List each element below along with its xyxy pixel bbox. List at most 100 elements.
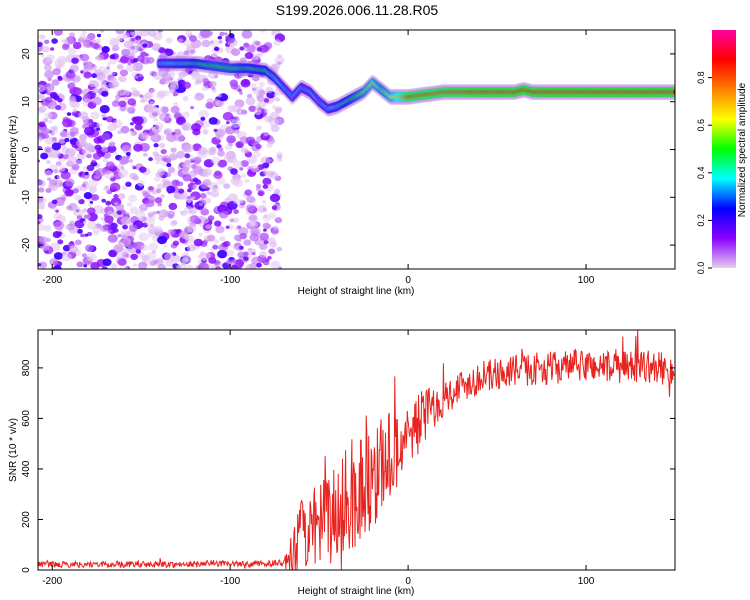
noise-blob [263,240,269,245]
noise-blob [127,52,136,59]
noise-blob [107,123,117,132]
noise-blob [194,92,205,101]
noise-blob [218,210,229,219]
noise-blob [183,39,191,47]
noise-blob [257,100,267,109]
noise-blob [173,128,182,135]
colorbar-tick-label: 0.6 [696,119,706,132]
noise-blob [182,81,192,89]
noise-blob [100,30,105,33]
noise-blob [219,236,226,242]
noise-blob [57,239,64,245]
noise-blob [80,233,85,238]
noise-blob [141,190,148,196]
noise-blob [38,263,42,267]
noise-blob [69,127,79,135]
noise-blob [65,70,76,79]
noise-blob [154,225,163,233]
noise-blob [263,131,270,137]
noise-blob [53,221,65,230]
noise-blob [259,243,268,251]
noise-blob [271,205,278,211]
colorbar-tick-label: 0.2 [696,214,706,227]
noise-blob [143,152,148,157]
noise-blob [226,121,230,125]
noise-blob [233,209,239,215]
noise-blob [219,31,225,37]
noise-blob [217,93,222,98]
noise-blob [255,183,262,189]
noise-blob [225,225,230,229]
noise-blob [239,91,243,95]
noise-blob [72,108,78,113]
noise-blob [257,126,262,130]
noise-blob [218,205,227,212]
noise-blob [118,75,127,83]
noise-blob [166,133,177,143]
noise-blob [262,177,272,186]
noise-blob [268,212,277,219]
noise-blob [138,232,150,242]
noise-blob [165,37,173,44]
noise-blob [214,128,226,138]
noise-blob [38,221,41,225]
noise-blob [273,93,278,97]
noise-blob [107,229,112,234]
noise-blob [83,71,92,79]
noise-blob [268,248,276,255]
noise-blob [184,153,191,159]
noise-blob [40,152,49,160]
noise-blob [243,239,252,246]
noise-blob [51,125,58,132]
noise-blob [125,181,132,187]
noise-blob [160,148,167,155]
noise-blob [90,111,100,120]
noise-blob [40,243,50,251]
noise-blob [198,202,204,206]
noise-blob [126,63,137,73]
noise-blob [171,152,176,157]
noise-blob [183,143,194,153]
noise-blob [38,136,43,143]
noise-blob [88,79,98,88]
noise-blob [266,142,273,148]
noise-blob [173,132,185,142]
noise-blob [129,206,139,215]
noise-blob [61,252,72,262]
noise-blob [101,132,111,141]
noise-blob [109,37,120,47]
colorbar-tick-label: 0.4 [696,167,706,180]
noise-blob [177,181,184,187]
noise-blob [87,32,96,40]
noise-blob [147,189,152,194]
noise-blob [163,244,168,248]
noise-blob [277,54,282,58]
noise-blob [256,47,262,52]
noise-blob [38,41,43,47]
noise-blob [209,80,217,88]
noise-blob [259,30,266,33]
noise-blob [211,156,221,165]
noise-blob [232,245,238,250]
noise-blob [45,54,56,62]
noise-blob [69,220,75,226]
noise-blob [199,30,211,38]
noise-blob [218,40,223,44]
noise-blob [248,248,257,255]
noise-blob [150,133,162,143]
noise-blob [225,259,233,265]
noise-blob [127,61,132,66]
noise-blob [223,183,231,189]
noise-blob [121,145,132,154]
noise-blob [88,256,94,260]
noise-blob [51,38,58,44]
noise-blob [158,142,166,149]
noise-blob [74,239,82,246]
noise-blob [92,96,102,106]
colorbar-tick-label: 0.8 [696,71,706,84]
noise-blob [91,73,98,79]
noise-blob [193,166,204,175]
noise-blob [106,66,111,70]
noise-blob [72,188,79,194]
